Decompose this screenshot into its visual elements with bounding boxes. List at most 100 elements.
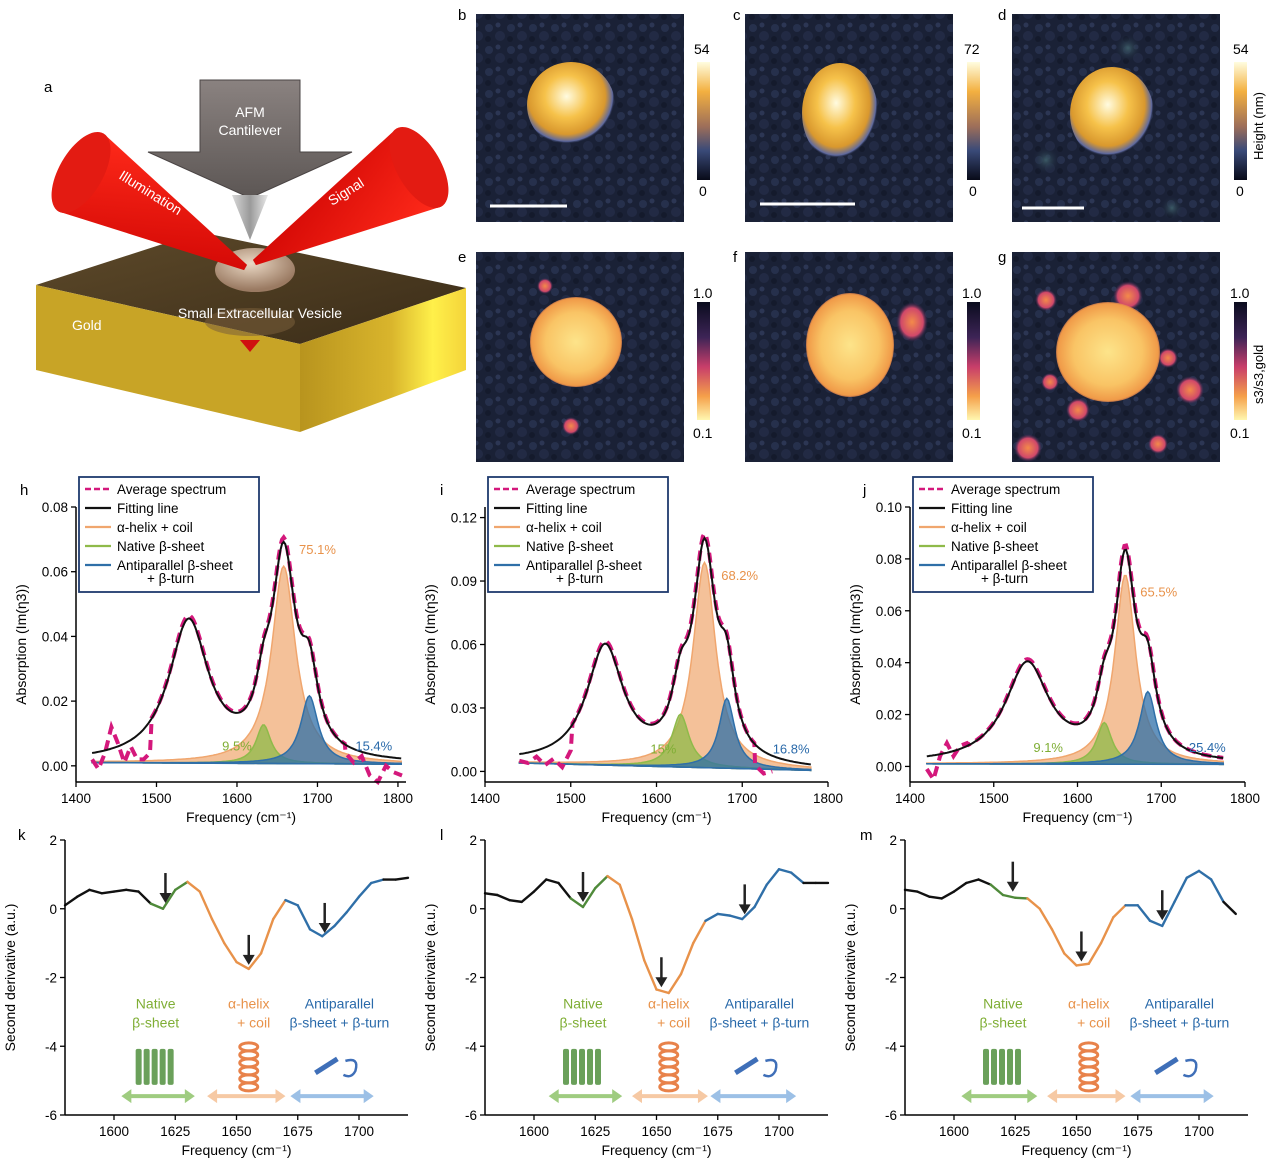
y-tick-label: 0.03 <box>451 701 477 716</box>
faint-particle-d3 <box>1160 196 1184 220</box>
chart-h: h 75.1% 9.5% 15.4% Average spectrum Fitting l… <box>13 476 413 825</box>
second-derivative-segment <box>569 897 585 909</box>
peak-arrow-head <box>577 892 589 902</box>
x-tick-label: 1600 <box>939 1124 969 1139</box>
x-tick-label: 1675 <box>1123 1124 1153 1139</box>
second-derivative-segment <box>716 912 732 917</box>
vesicle-g <box>1056 302 1160 402</box>
peak-arrow-head <box>159 893 172 904</box>
afm-tip <box>232 195 268 240</box>
y-tick-label: -6 <box>45 1108 57 1123</box>
colorbar-max-c: 72 <box>964 41 980 57</box>
second-derivative-segment <box>1173 876 1188 904</box>
second-derivative-segment <box>333 910 348 928</box>
peak-arrow-head <box>1006 881 1019 892</box>
second-derivative-segment <box>137 890 152 905</box>
second-derivative-segment <box>643 959 658 991</box>
peak-arrow-head <box>318 922 331 933</box>
second-derivative-segment <box>679 941 695 976</box>
reflection-spot <box>240 340 260 352</box>
y-tick-label: -2 <box>885 971 897 986</box>
second-derivative-segment <box>952 881 968 893</box>
second-derivative-segment <box>1222 900 1237 916</box>
region-range-arrowhead-left <box>632 1089 642 1104</box>
legend-label-helix: α-helix + coil <box>117 520 193 535</box>
colorbar-f <box>967 302 980 420</box>
y-tick-label: 0.08 <box>42 500 68 515</box>
gold-substrate-side <box>300 288 466 432</box>
turn-loop <box>762 1058 778 1078</box>
second-derivative-segment <box>1087 941 1103 965</box>
legend-label-average: Average spectrum <box>117 482 226 497</box>
colorbar-title-height: Height (nm) <box>1251 92 1266 160</box>
region-range-arrowhead-left <box>1047 1089 1058 1104</box>
x-tick-label: 1800 <box>383 791 413 806</box>
legend-label-fitting: Fitting line <box>526 501 588 516</box>
region-range-arrowhead-right <box>1027 1089 1038 1104</box>
y-tick-label: 0.06 <box>42 565 68 580</box>
second-derivative-segment <box>235 960 250 971</box>
second-derivative-segment <box>594 874 609 890</box>
cantilever-arrow <box>147 79 353 199</box>
panel-letter-b: b <box>458 7 466 24</box>
second-derivative-segment <box>741 905 756 921</box>
fitting-line <box>519 536 811 766</box>
faint-particle-d1 <box>1114 34 1142 62</box>
turn-loop <box>342 1058 358 1078</box>
legend-label-anti: Antiparallel β-sheet <box>526 558 642 573</box>
region-range-arrowhead-left <box>121 1089 132 1104</box>
legend-label-anti-line2: + β-turn <box>981 571 1028 586</box>
second-derivative-segment <box>606 874 621 886</box>
panel-letter-a: a <box>44 79 53 96</box>
panel-f: f 1.0 0.1 <box>733 249 982 462</box>
y-axis-label: Absorption (Im(η3)) <box>847 584 863 705</box>
legend-box <box>912 476 1094 593</box>
second-derivative-segment <box>940 890 956 900</box>
region-range-arrowhead-right <box>786 1089 797 1104</box>
second-derivative-segment <box>989 883 1005 897</box>
colorbar-min-g: 0.1 <box>1230 425 1250 441</box>
chart-l: l Native β-sheet α-helix + coil Antiparallel β… <box>422 827 830 1158</box>
legend-label-fitting: Fitting line <box>117 501 179 516</box>
gold-substrate-front <box>36 285 300 432</box>
x-tick-label: 1600 <box>519 1124 549 1139</box>
region-range-arrowhead-left <box>290 1089 301 1104</box>
percent-label-helix: 75.1% <box>299 542 336 557</box>
x-tick-label: 1700 <box>727 791 757 806</box>
second-derivative-segment <box>1001 893 1017 899</box>
turn-strand <box>314 1056 339 1075</box>
second-derivative-segment <box>630 917 646 962</box>
second-derivative-segment <box>88 888 103 895</box>
component-area-helix <box>518 560 812 772</box>
region-range-arrowhead-right <box>612 1089 623 1104</box>
second-derivative-segment <box>692 919 707 945</box>
y-axis-label: Second derivative (a.u.) <box>2 904 18 1052</box>
y-tick-label: 2 <box>889 833 897 848</box>
cantilever-label-line1: AFM <box>235 104 265 120</box>
y-tick-label: 0 <box>889 902 897 917</box>
vesicle-label: Small Extracellular Vesicle <box>178 305 342 321</box>
beta-strand <box>1007 1048 1013 1085</box>
x-axis-label: Frequency (cm⁻¹) <box>186 809 296 825</box>
x-tick-label: 1700 <box>1146 791 1176 806</box>
region-label-anti-1: Antiparallel <box>725 995 794 1011</box>
y-tick-label: 0.06 <box>451 638 477 653</box>
percent-label-helix: 68.2% <box>721 568 758 583</box>
y-tick-label: 0.06 <box>876 604 902 619</box>
x-tick-label: 1675 <box>283 1124 313 1139</box>
vesicle-d <box>1070 67 1154 161</box>
alpha-helix-icon <box>238 1041 260 1093</box>
beta-strand <box>563 1048 569 1085</box>
particle-e2 <box>562 417 580 435</box>
panel-letter-c: c <box>733 7 741 24</box>
y-tick-label: 2 <box>469 833 477 848</box>
x-tick-label: 1675 <box>703 1124 733 1139</box>
percent-label-native: 9.1% <box>1033 740 1063 755</box>
colorbar-max-b: 54 <box>694 41 710 57</box>
second-derivative-segment <box>581 886 597 909</box>
panel-b: b 54 0 <box>458 7 710 222</box>
beta-strand <box>587 1048 593 1085</box>
region-label-native-2: β-sheet <box>132 1014 179 1030</box>
